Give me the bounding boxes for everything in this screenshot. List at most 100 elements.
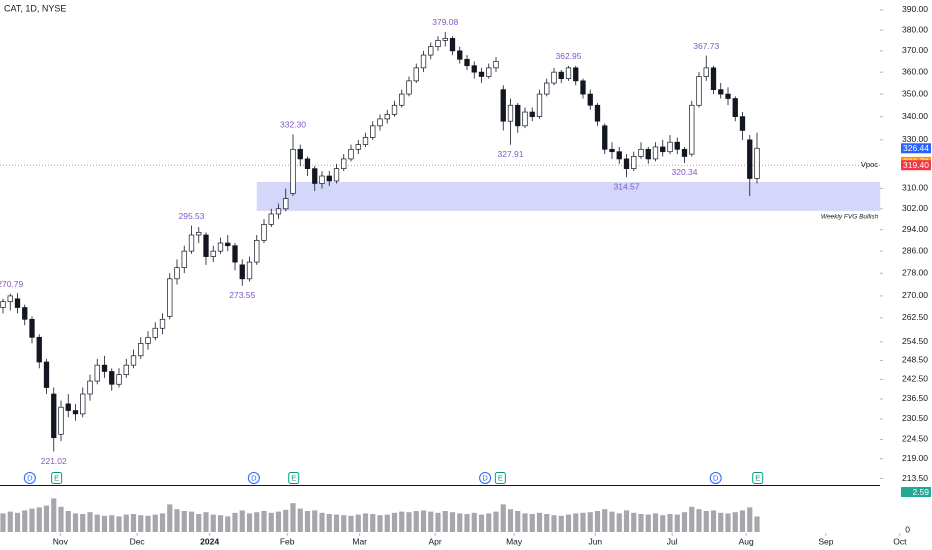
volume-bar <box>210 514 216 532</box>
candle-body <box>261 224 267 241</box>
volume-bar <box>609 511 615 532</box>
volume-bar <box>174 509 180 532</box>
price-label-box <box>901 143 931 154</box>
x-tick-label: Aug <box>739 536 754 546</box>
volume-bar <box>246 513 253 532</box>
y-tick-label: 370.00 <box>902 45 928 55</box>
volume-bar <box>348 515 354 532</box>
candle-body <box>464 58 470 67</box>
candle-body <box>377 118 383 127</box>
candle-body <box>188 234 195 252</box>
x-tick-label: Oct <box>893 536 907 546</box>
volume-bar <box>65 511 71 532</box>
candle-body <box>529 111 535 117</box>
volume-bar <box>558 515 564 532</box>
volume-bar <box>22 510 28 532</box>
volume-bar <box>486 513 492 532</box>
chart-title: CAT, 1D, NYSE <box>4 3 66 13</box>
x-tick-label: May <box>506 536 523 546</box>
candle-body <box>565 67 572 80</box>
candle-body <box>674 141 680 150</box>
volume-bar <box>159 513 166 532</box>
volume-bar <box>196 514 202 532</box>
event-marker <box>709 472 722 484</box>
volume-bar <box>58 506 64 532</box>
candle-body <box>681 148 688 157</box>
y-tick-label: 302.00 <box>902 203 928 213</box>
price-annotation: 295.53 <box>179 211 205 221</box>
price-annotation: 273.55 <box>229 290 255 300</box>
candle-body <box>72 410 79 415</box>
volume-bar <box>203 512 209 532</box>
candle-body <box>486 67 492 77</box>
price-annotation: 314.57 <box>614 181 640 191</box>
candle-body <box>696 76 702 106</box>
y-tick-label: 219.00 <box>902 453 928 463</box>
event-label: D <box>27 473 33 482</box>
volume-bar <box>130 514 137 532</box>
event-marker <box>23 472 36 484</box>
candle-body <box>558 71 564 80</box>
price-label: 326.44 <box>903 143 929 153</box>
candle-body <box>0 301 6 308</box>
candle-body <box>449 37 456 52</box>
volume-bar <box>529 514 535 532</box>
volume-bar <box>602 509 608 532</box>
event-label: D <box>251 473 257 482</box>
candle-body <box>43 361 50 388</box>
candle-body <box>159 318 166 329</box>
candle-body <box>138 343 144 357</box>
y-tick-label: 310.00 <box>902 183 928 193</box>
candle-body <box>145 336 151 344</box>
volume-bar <box>109 515 115 532</box>
volume-bar <box>261 511 267 532</box>
candle-body <box>406 80 412 95</box>
x-tick-label: Dec <box>130 536 146 546</box>
candle-body <box>710 67 717 90</box>
volume-bar <box>565 514 572 532</box>
price-annotation: 367.73 <box>693 41 719 51</box>
candle-body <box>754 147 760 179</box>
candle-body <box>652 146 659 160</box>
volume-bar <box>225 516 231 532</box>
event-marker <box>752 472 764 484</box>
y-tick-label: 270.00 <box>902 290 928 300</box>
volume-bar <box>573 513 579 532</box>
volume-bar <box>645 514 651 532</box>
candle-body <box>304 158 311 169</box>
candle-body <box>130 355 137 366</box>
candle-body <box>341 158 347 169</box>
y-tick-label: 340.00 <box>902 111 928 121</box>
volume-bar <box>319 512 325 532</box>
candle-body <box>94 364 100 382</box>
volume-bar <box>51 498 57 532</box>
candle-body <box>370 125 376 138</box>
volume-bar <box>710 510 717 532</box>
volume-bar <box>660 515 666 532</box>
volume-bar <box>428 511 434 532</box>
candle-body <box>747 139 753 179</box>
candle-body <box>725 93 731 99</box>
candle-body <box>718 89 724 95</box>
volume-bar <box>181 511 187 532</box>
y-tick-label: 236.50 <box>902 393 928 403</box>
y-tick-label: 254.50 <box>902 336 928 346</box>
candle-body <box>551 71 557 84</box>
candle-body <box>58 406 64 435</box>
volume-bar <box>500 504 506 532</box>
candle-body <box>420 54 427 69</box>
volume-bar <box>290 503 296 532</box>
volume-bar <box>551 515 557 532</box>
price-annotation: 270.79 <box>0 279 24 289</box>
price-annotation: 332.30 <box>280 120 306 130</box>
y-tick-label: 360.00 <box>902 66 928 76</box>
y-tick-label: 294.00 <box>902 224 928 234</box>
volume-bar <box>275 511 282 532</box>
volume-bar <box>268 512 274 532</box>
candle-body <box>65 403 71 411</box>
candle-body <box>536 93 543 117</box>
candle-body <box>283 198 289 210</box>
candle-body <box>196 231 202 236</box>
volume-bar <box>254 512 260 532</box>
volume-bar <box>101 515 108 532</box>
